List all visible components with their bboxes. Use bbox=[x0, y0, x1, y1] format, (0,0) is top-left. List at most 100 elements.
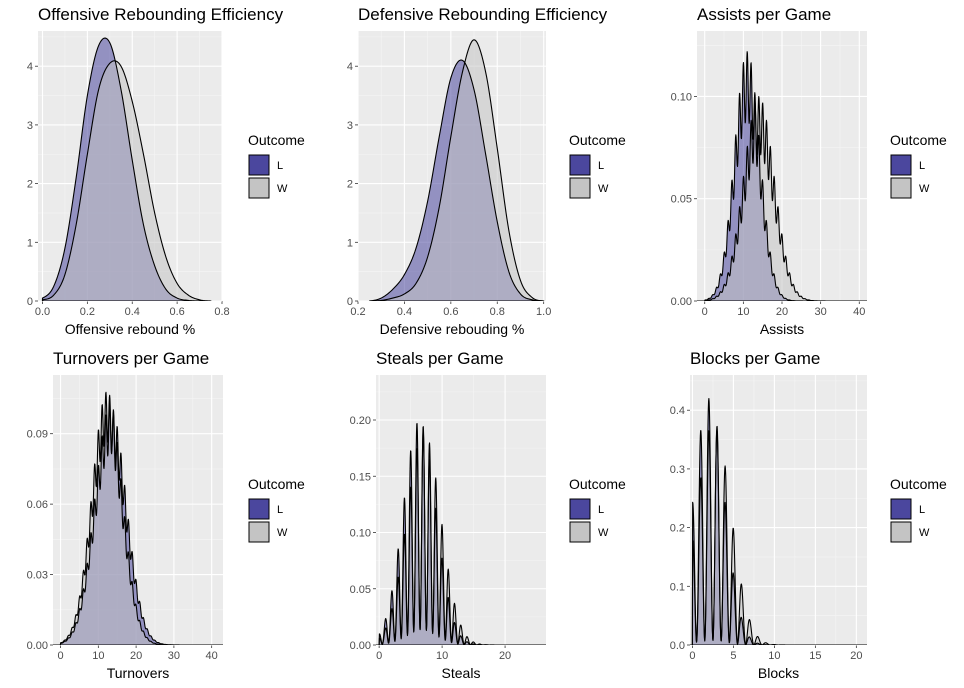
panel-3: Assists per Game 0 10 20 30 40 0.00 0.05 0.10 Ass… bbox=[671, 5, 947, 337]
y-tick-label: 0 bbox=[27, 296, 33, 308]
y-tick-label: 0.03 bbox=[27, 570, 48, 582]
legend-key-W bbox=[890, 177, 912, 199]
legend-key-L bbox=[569, 154, 591, 176]
x-axis-title: Offensive rebound % bbox=[65, 321, 196, 337]
y-tick-label: 1 bbox=[347, 237, 353, 249]
legend-label-W: W bbox=[919, 183, 930, 195]
legend-key-L bbox=[248, 154, 270, 176]
y-tick-label: 0.05 bbox=[671, 194, 692, 206]
x-axis-title: Turnovers bbox=[107, 665, 170, 681]
y-tick-label: 3 bbox=[347, 120, 353, 132]
y-tick-label: 0.20 bbox=[350, 415, 371, 427]
y-tick-label: 2 bbox=[347, 179, 353, 191]
legend-label-W: W bbox=[598, 183, 609, 195]
x-tick-label: 10 bbox=[92, 650, 104, 662]
density-fill-W bbox=[376, 431, 546, 645]
density-fill-W bbox=[697, 96, 867, 301]
x-tick-label: 0.8 bbox=[214, 306, 229, 318]
x-tick-label: 15 bbox=[809, 650, 821, 662]
legend-key-W bbox=[248, 521, 270, 543]
panel-6: Blocks per Game 0 5 10 15 20 0.0 0.1 0.2 0.3 0.4 Bl… bbox=[670, 349, 947, 681]
y-tick-label: 4 bbox=[347, 61, 353, 73]
chart-title: Turnovers per Game bbox=[53, 349, 209, 368]
x-tick-label: 0 bbox=[689, 650, 695, 662]
x-tick-label: 30 bbox=[168, 650, 180, 662]
y-tick-label: 4 bbox=[27, 61, 33, 73]
x-axis-title: Steals bbox=[442, 665, 481, 681]
y-tick-label: 0.00 bbox=[27, 640, 48, 652]
legend-label-L: L bbox=[598, 160, 604, 172]
density-line-L bbox=[697, 51, 867, 301]
y-tick-label: 0.10 bbox=[350, 528, 371, 540]
y-tick-label: 0.06 bbox=[27, 499, 48, 511]
chart-title: Assists per Game bbox=[697, 5, 831, 24]
density-fill-W bbox=[42, 60, 211, 301]
legend: Outcome LW bbox=[569, 476, 626, 543]
legend-label-W: W bbox=[277, 183, 288, 195]
legend-label-L: L bbox=[277, 504, 283, 516]
legend-title: Outcome bbox=[248, 132, 305, 148]
y-tick-label: 0.00 bbox=[350, 640, 371, 652]
y-tick-label: 0 bbox=[347, 296, 353, 308]
legend-key-L bbox=[890, 498, 912, 520]
chart-title: Defensive Rebounding Efficiency bbox=[358, 5, 608, 24]
panel-2: Defensive Rebounding Efficiency 0.2 0.4 0.6… bbox=[347, 5, 626, 337]
legend-label-L: L bbox=[919, 504, 925, 516]
y-tick-label: 0.10 bbox=[671, 91, 692, 103]
legend-key-W bbox=[569, 521, 591, 543]
density-line-W bbox=[369, 39, 545, 301]
x-tick-label: 1.0 bbox=[536, 306, 551, 318]
x-tick-label: 0 bbox=[702, 306, 708, 318]
legend-label-W: W bbox=[277, 527, 288, 539]
legend-key-L bbox=[890, 154, 912, 176]
x-tick-label: 0.4 bbox=[397, 306, 412, 318]
legend-key-W bbox=[248, 177, 270, 199]
density-line-L bbox=[369, 59, 545, 301]
density-areas bbox=[369, 39, 545, 301]
legend-key-L bbox=[569, 498, 591, 520]
x-tick-label: 0.6 bbox=[443, 306, 458, 318]
x-tick-label: 0.6 bbox=[169, 306, 184, 318]
density-line-L bbox=[376, 423, 546, 645]
y-tick-label: 0.15 bbox=[350, 471, 371, 483]
panel-5: Steals per Game 0 10 20 0.00 0.05 0.10 0.15 0.20… bbox=[350, 349, 626, 681]
legend-label-L: L bbox=[919, 160, 925, 172]
density-line-L bbox=[41, 37, 212, 301]
x-tick-label: 20 bbox=[499, 650, 511, 662]
plot-panel bbox=[376, 375, 546, 645]
density-areas bbox=[697, 51, 867, 301]
legend-key-W bbox=[890, 521, 912, 543]
panel-1: Offensive Rebounding Efficiency 0.0 0.2 0.4… bbox=[27, 5, 305, 337]
density-areas bbox=[690, 397, 867, 645]
legend: Outcome LW bbox=[890, 476, 947, 543]
y-tick-label: 0.4 bbox=[670, 405, 685, 417]
x-tick-label: 20 bbox=[130, 650, 142, 662]
y-tick-label: 1 bbox=[27, 237, 33, 249]
y-tick-label: 0.09 bbox=[27, 429, 48, 441]
density-line-W bbox=[376, 431, 546, 645]
y-tick-label: 0.05 bbox=[350, 584, 371, 596]
legend-title: Outcome bbox=[569, 476, 626, 492]
x-tick-label: 10 bbox=[436, 650, 448, 662]
legend-label-L: L bbox=[598, 504, 604, 516]
x-tick-label: 40 bbox=[853, 306, 865, 318]
x-tick-label: 0.0 bbox=[35, 306, 50, 318]
y-tick-label: 0.0 bbox=[670, 640, 685, 652]
legend-title: Outcome bbox=[569, 132, 626, 148]
x-axis-title: Defensive rebouding % bbox=[380, 321, 525, 337]
legend-key-L bbox=[248, 498, 270, 520]
x-axis-title: Blocks bbox=[758, 665, 799, 681]
x-tick-label: 0.2 bbox=[350, 306, 365, 318]
x-tick-label: 0 bbox=[57, 650, 63, 662]
density-line-W bbox=[41, 60, 212, 301]
y-tick-label: 0.2 bbox=[670, 523, 685, 535]
density-fill-W bbox=[53, 392, 223, 645]
x-tick-label: 40 bbox=[206, 650, 218, 662]
x-tick-label: 0 bbox=[376, 650, 382, 662]
x-tick-label: 30 bbox=[815, 306, 827, 318]
chart-title: Blocks per Game bbox=[690, 349, 820, 368]
legend-title: Outcome bbox=[890, 476, 947, 492]
density-line-W bbox=[53, 391, 223, 645]
density-line-L bbox=[53, 405, 223, 645]
density-areas bbox=[41, 37, 212, 301]
